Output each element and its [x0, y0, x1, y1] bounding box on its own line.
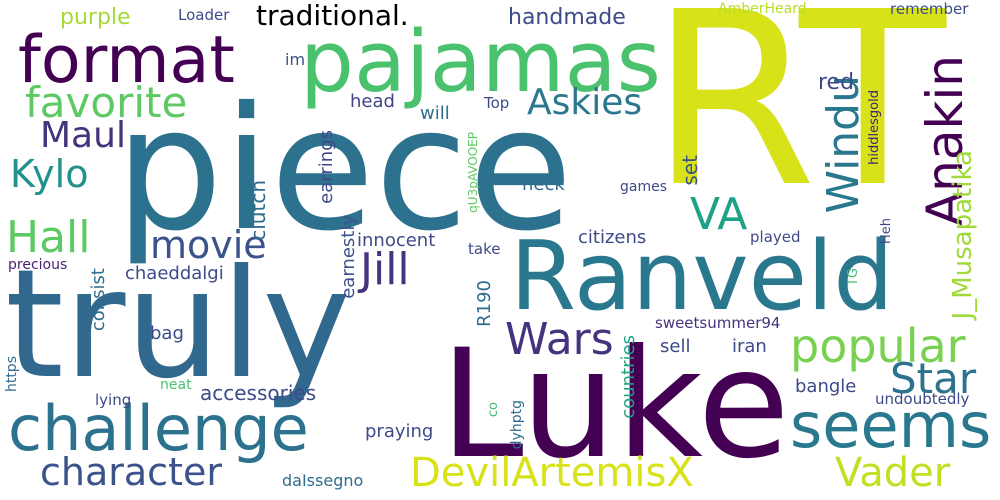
word-piece: piece [115, 71, 573, 269]
word-ranveld: Ranveld [510, 222, 894, 332]
word-heh: Heh [879, 218, 894, 245]
word-citizens: citizens [578, 227, 647, 248]
word-favorite: favorite [25, 78, 188, 127]
word-luke: Luke [440, 318, 790, 492]
word-j-musapatika: J_Musapatika [948, 150, 978, 320]
word-earnestly: earnestly [338, 215, 359, 299]
word-earrings: earrings [316, 130, 337, 204]
word-tg: TG [846, 268, 861, 287]
word-star: Star [890, 354, 977, 403]
word-seems: seems [790, 389, 992, 462]
word-hiddlesgold: hiddlesgold [867, 90, 882, 165]
word-take: take [468, 240, 501, 258]
word-qu3pavooep: qU3pAVOOEP [466, 132, 480, 213]
word-hall: Hall [6, 212, 91, 263]
word-sweetsummer94: sweetsummer94 [655, 314, 781, 332]
word-played: played [750, 228, 801, 246]
word-undoubtedly: undoubtedly [875, 390, 970, 408]
word-innocent: innocent [357, 230, 436, 251]
word-https: https [4, 356, 20, 393]
word-kylo: Kylo [10, 152, 89, 196]
word-amberheard: AmberHeard [718, 1, 807, 17]
word-wars: Wars [505, 314, 614, 365]
word-loader: Loader [178, 6, 230, 24]
word-character: character [40, 450, 222, 494]
word-co: co [486, 402, 501, 418]
word-jill: Jill [360, 244, 410, 295]
word-im: im [285, 50, 306, 69]
word-games: games [620, 179, 668, 195]
word-top: Top [484, 94, 510, 112]
word-set: set [678, 155, 702, 186]
word-vader: Vader [835, 450, 951, 496]
word-remember: remember [890, 0, 969, 18]
word-iran: iran [732, 336, 767, 357]
word-dyhptg: dyhptg [509, 400, 525, 450]
word-pajamas: pajamas [300, 13, 661, 112]
word-movie: movie [150, 223, 267, 267]
word-lying: lying [95, 391, 132, 409]
word-r190: R190 [474, 280, 495, 327]
word-handmade: handmade [508, 5, 626, 30]
word-format: format [18, 23, 235, 98]
word-askies: Askies [527, 82, 643, 123]
word-maul: Maul [40, 115, 126, 156]
word-countries: countries [618, 335, 639, 419]
word-truly: truly [5, 238, 351, 412]
word-neat: neat [160, 377, 192, 393]
word-va: VA [690, 189, 748, 240]
word-neck: neck [522, 174, 565, 195]
word-accessories: accessories [200, 381, 317, 405]
word-red: red [818, 70, 855, 95]
word-popular: popular [790, 319, 966, 373]
word-precious: precious [8, 257, 68, 273]
word-sell: sell [660, 336, 691, 357]
word-windu: Windu [818, 75, 869, 214]
word-challenge: challenge [8, 392, 309, 465]
word-praying: praying [365, 421, 434, 442]
word-devilartemisx: DevilArtemisX [410, 450, 694, 496]
word-purple: purple [60, 5, 131, 30]
word-head: head [350, 91, 395, 112]
word-will: will [420, 103, 450, 124]
word-chaeddalgi: chaeddalgi [125, 263, 224, 284]
word-rt: RT [650, 0, 946, 240]
word-bag: bag [150, 323, 184, 344]
word-consist: consist [88, 268, 109, 332]
word-traditional: traditional. [256, 0, 409, 32]
word-clutch: clutch [246, 180, 270, 241]
word-bangle: bangle [795, 376, 857, 397]
word-daissegno: daIssegno [282, 471, 364, 490]
